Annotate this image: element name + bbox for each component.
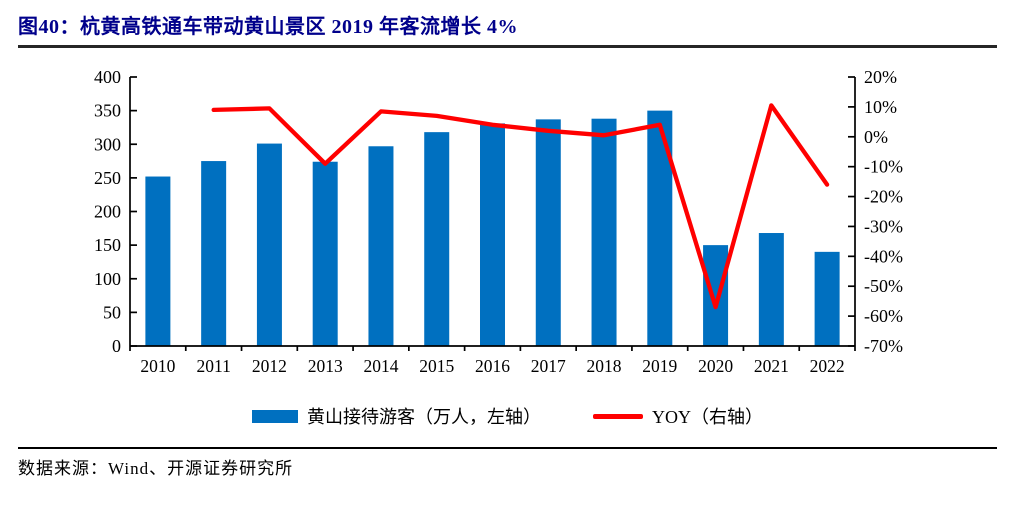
x-tick-label: 2017 bbox=[531, 356, 566, 376]
bar-2010 bbox=[145, 176, 171, 346]
legend-item-line: YOY（右轴） bbox=[593, 403, 763, 429]
bar-2013 bbox=[312, 161, 338, 346]
left-tick-label: 100 bbox=[94, 269, 121, 289]
x-tick-label: 2010 bbox=[140, 356, 175, 376]
left-tick-label: 50 bbox=[103, 302, 121, 322]
chart-legend: 黄山接待游客（万人，左轴） YOY（右轴） bbox=[0, 401, 1015, 431]
x-tick-label: 2011 bbox=[196, 356, 230, 376]
bar-2011 bbox=[201, 161, 227, 346]
yoy-line bbox=[211, 103, 830, 310]
bar-2014 bbox=[368, 146, 394, 346]
bar-2021 bbox=[758, 233, 784, 346]
x-tick-label: 2014 bbox=[363, 356, 398, 376]
right-tick-label: -50% bbox=[864, 276, 903, 296]
right-tick-label: -60% bbox=[864, 306, 903, 326]
bar-2022 bbox=[814, 251, 840, 346]
bar-2018 bbox=[591, 118, 617, 346]
legend-item-bar: 黄山接待游客（万人，左轴） bbox=[252, 403, 541, 429]
left-tick-label: 0 bbox=[112, 336, 121, 356]
x-tick-label: 2021 bbox=[754, 356, 789, 376]
right-tick-label: 10% bbox=[864, 97, 897, 117]
line-series-label: YOY（右轴） bbox=[652, 407, 763, 427]
bar-2020 bbox=[703, 245, 729, 346]
left-tick-label: 400 bbox=[94, 67, 121, 87]
right-tick-label: -10% bbox=[864, 157, 903, 177]
footer-divider bbox=[18, 447, 997, 449]
bar-series-label: 黄山接待游客（万人，左轴） bbox=[307, 407, 541, 427]
title-divider bbox=[18, 45, 997, 48]
x-tick-label: 2013 bbox=[308, 356, 343, 376]
left-tick-label: 200 bbox=[94, 202, 121, 222]
x-tick-label: 2018 bbox=[587, 356, 622, 376]
bar-series-swatch-icon bbox=[252, 409, 298, 423]
bar-2012 bbox=[256, 143, 282, 346]
bar-2016 bbox=[480, 123, 505, 346]
bar-2017 bbox=[535, 119, 561, 347]
x-tick-label: 2019 bbox=[642, 356, 677, 376]
left-tick-label: 250 bbox=[94, 168, 121, 188]
right-tick-label: -30% bbox=[864, 216, 903, 236]
right-tick-label: -20% bbox=[864, 187, 903, 207]
left-tick-label: 350 bbox=[94, 101, 121, 121]
bar-2019 bbox=[647, 110, 673, 346]
figure-title: 图40：杭黄高铁通车带动黄山景区 2019 年客流增长 4% bbox=[18, 16, 518, 38]
right-tick-label: 20% bbox=[864, 67, 897, 87]
line-series-swatch-icon bbox=[593, 413, 643, 419]
bar-2015 bbox=[424, 132, 450, 346]
x-tick-label: 2012 bbox=[252, 356, 287, 376]
x-tick-label: 2015 bbox=[419, 356, 454, 376]
left-tick-label: 300 bbox=[94, 134, 121, 154]
right-tick-label: -40% bbox=[864, 246, 903, 266]
right-tick-label: -70% bbox=[864, 336, 903, 356]
data-source: 数据来源：Wind、开源证券研究所 bbox=[18, 459, 294, 478]
x-tick-label: 2020 bbox=[698, 356, 733, 376]
x-tick-label: 2016 bbox=[475, 356, 510, 376]
left-tick-label: 150 bbox=[94, 235, 121, 255]
right-tick-label: 0% bbox=[864, 127, 888, 147]
x-tick-label: 2022 bbox=[810, 356, 845, 376]
